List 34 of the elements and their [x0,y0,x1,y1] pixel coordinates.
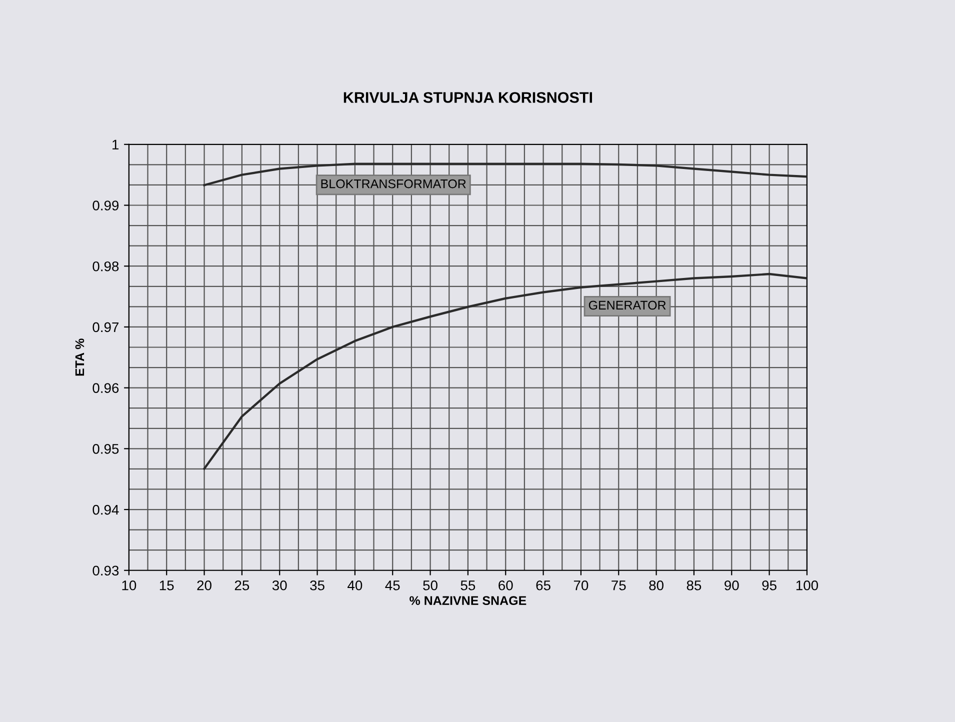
y-tick-label: 0.94 [92,504,119,515]
y-tick-label: 0.97 [92,322,119,332]
x-tick-label: 10 [122,580,136,590]
x-tick-label: 75 [612,580,626,590]
y-tick-label: 0.99 [92,200,119,210]
x-tick-label: 20 [197,580,212,590]
x-axis-title: % NAZIVNE SNAGE [410,596,526,606]
x-tick-label: 40 [348,580,362,590]
x-tick-label: 70 [574,580,588,590]
x-tick-label: 35 [310,580,324,590]
annotation: GENERATOR [588,300,666,310]
y-tick-label: 0.98 [92,261,119,272]
x-tick-label: 25 [234,580,250,590]
y-tick-label: 0.93 [92,566,119,576]
x-tick-label: 15 [160,580,174,590]
x-tick-label: 80 [649,580,664,590]
y-axis-title: ETA % [75,338,84,376]
x-tick-label: 60 [498,580,513,590]
x-tick-label: 30 [272,580,287,590]
x-tick-label: 65 [536,580,550,590]
x-tick-label: 50 [423,580,438,590]
chart-title: KRIVULJA STUPNJA KORISNOSTI [344,92,592,103]
y-tick-label: 0.96 [92,383,119,393]
y-tick-label: 0.95 [92,444,119,454]
x-tick-label: 100 [796,580,818,590]
y-tick-label: 1 [112,140,119,150]
line-series [203,162,807,186]
x-tick-label: 95 [762,580,776,590]
x-tick-label: 90 [724,580,739,590]
x-tick-label: 85 [686,580,702,590]
x-tick-label: 45 [385,580,400,590]
annotation: BLOKTRANSFORMATOR [321,179,466,188]
x-tick-label: 55 [460,580,476,590]
line-series [203,272,807,470]
